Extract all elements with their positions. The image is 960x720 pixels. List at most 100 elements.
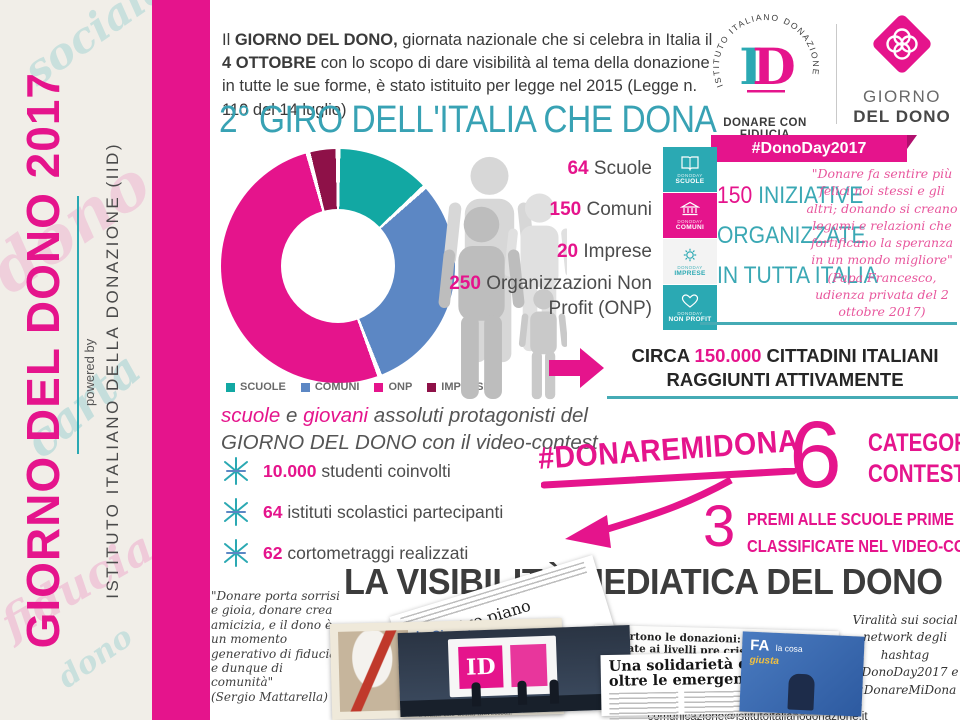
iid-logo: ISTITUTO ITALIANO DONAZIONE I D — [711, 12, 820, 96]
premi-labels: PREMI ALLE SCUOLE PRIME CLASSIFICATE NEL… — [747, 506, 960, 560]
legend-swatch — [427, 382, 437, 392]
legend-item: SCUOLE — [226, 381, 286, 393]
mattarella-quote: "Donare porta sorrisi e gioia, donare cr… — [211, 589, 341, 704]
contest-stat-text: 64 istituti scolastici partecipanti — [263, 502, 503, 523]
contest-stat-text: 62 cortometraggi realizzati — [263, 543, 468, 564]
event-vertical-title: GIORNO DEL DONO 2017 — [16, 10, 70, 710]
media-section-title: LA VISIBILITÀ MEDIATICA DEL DONO — [344, 561, 943, 602]
iniziative-line: ORGANIZZATE — [717, 222, 866, 250]
person-silhouette — [517, 680, 528, 705]
protagonists-text: assoluti protagonisti del — [368, 404, 588, 427]
premi-number: 3 — [703, 494, 736, 559]
iniziative-text: INIZIATIVE — [752, 182, 864, 209]
protagonists-statement: scuole e giovani assoluti protagonisti d… — [221, 402, 601, 456]
contest-stat-text: 10.000 studenti coinvolti — [263, 461, 451, 482]
reach-statement: CIRCA 150.000 CITTADINI ITALIANI RAGGIUN… — [612, 344, 958, 392]
stat-number: 250 — [449, 273, 481, 294]
swoosh-arrow-icon — [541, 468, 796, 548]
stat-label: Imprese — [583, 241, 652, 262]
contest-stat-row: 64 istituti scolastici partecipanti — [222, 498, 503, 526]
categorie-number: 6 — [789, 402, 842, 508]
tv-id-logo: ID — [458, 645, 504, 689]
stat-label: Comuni — [586, 199, 652, 220]
stat-number: 20 — [556, 241, 579, 262]
legend-label: SCUOLE — [240, 381, 286, 393]
knot-diamond-icon — [873, 15, 931, 73]
badge-donoday-scuole: DONODAY SCUOLE — [663, 147, 717, 192]
contest-stat-row: 62 cortometraggi realizzati — [222, 539, 468, 567]
badge-top-label: DONODAY — [677, 218, 703, 224]
iid-monogram-d: D — [752, 37, 795, 96]
badge-donoday-comuni: DONODAY COMUNI — [663, 193, 717, 238]
person-silhouette — [787, 673, 815, 711]
reach-line2: RAGGIUNTI ATTIVAMENTE — [666, 369, 904, 391]
contest-stat-number: 62 — [263, 542, 283, 563]
reach-number: 150.000 — [694, 345, 762, 366]
premi-line2: CLASSIFICATE NEL VIDEO-CONTEST — [747, 536, 960, 557]
badge-label: COMUNI — [675, 223, 705, 231]
tv-show-title: la cosa — [775, 642, 803, 654]
legend-item: COMUNI — [300, 381, 360, 393]
highlight-word: scuole — [221, 404, 281, 427]
clipping-tv-studio-photo: ID — [397, 624, 633, 718]
iid-underline — [747, 90, 785, 93]
categorie-labels: CATEGORIE CONTEST — [868, 428, 960, 491]
iniziative-line: 150 INIZIATIVE — [717, 176, 878, 216]
stat-onp: 250 Organizzazioni Non Profit (ONP) — [414, 272, 652, 321]
reach-text: CIRCA — [631, 345, 695, 366]
powered-by-label: powered by — [82, 338, 97, 406]
iniziative-block: 150 INIZIATIVE ORGANIZZATE IN TUTTA ITAL… — [717, 176, 878, 296]
stat-imprese: 20 Imprese — [557, 240, 652, 265]
banner-fold-decoration — [907, 135, 917, 149]
tv-show-title: FA — [749, 636, 770, 655]
pope-quote: "Donare fa sentire più felici noi stessi… — [806, 165, 958, 320]
iniziative-number: 150 — [717, 182, 753, 209]
stat-label: Organizzazioni Non Profit (ONP) — [486, 273, 652, 319]
mattarella-quote-attribution: (Sergio Mattarella) — [211, 689, 328, 704]
protagonists-text: e — [280, 404, 304, 427]
magenta-accent-bar — [152, 0, 210, 720]
star-bullet-icon — [224, 498, 248, 526]
stat-number: 150 — [549, 199, 582, 220]
person-silhouette — [471, 682, 482, 707]
badge-donoday-imprese: DONODAY IMPRESE — [663, 239, 717, 284]
left-sidebar: sociale dono carta fiducia dono GIORNO D… — [0, 0, 152, 720]
donut-chart — [221, 149, 455, 383]
text-lines-decoration — [609, 692, 679, 720]
organization-vertical-label: ISTITUTO ITALIANO DELLA DONAZIONE (IID) — [103, 45, 123, 695]
pope-quote-text: "Donare fa sentire più felici noi stessi… — [806, 166, 958, 268]
badge-top-label: DONODAY — [677, 310, 703, 316]
reach-text: CITTADINI ITALIANI — [761, 345, 939, 366]
page-title: 2° GIRO DELL'ITALIA CHE DONA — [219, 99, 717, 141]
star-bullet-icon — [224, 457, 248, 485]
badge-label: SCUOLE — [675, 177, 705, 185]
tv-show-title: giusta — [749, 654, 780, 667]
protagonists-line2: GIORNO DEL DONO con il video-contest — [221, 431, 598, 455]
intro-bold: 4 OTTOBRE — [222, 53, 317, 72]
gear-icon — [683, 248, 697, 261]
logo-divider — [836, 24, 837, 124]
heart-icon — [681, 293, 699, 308]
iniziative-line: IN TUTTA ITALIA — [717, 262, 878, 290]
protagonists-line1: scuole e giovani assoluti protagonisti d… — [221, 402, 601, 429]
event-vertical-title-text: GIORNO DEL DONO 2017 — [17, 71, 69, 649]
teal-rule — [607, 396, 958, 399]
sidebar-divider-line — [77, 196, 79, 454]
badge-top-label: DONODAY — [677, 264, 703, 270]
gdd-name-line2: DEL DONO — [853, 107, 951, 126]
right-arrow-icon — [549, 348, 604, 388]
reach-line1: CIRCA 150.000 CITTADINI ITALIANI — [612, 344, 958, 368]
clipping-fa-la-cosa-giusta: FA la cosa giusta — [739, 631, 865, 717]
intro-text: Il — [222, 30, 235, 49]
highlight-word: giovani — [303, 404, 369, 427]
mattarella-quote-text: "Donare porta sorrisi e gioia, donare cr… — [211, 589, 341, 690]
categorie-line1: CATEGORIE — [868, 429, 960, 457]
legend-item: ONP — [374, 381, 412, 393]
badge-label: IMPRESE — [674, 269, 706, 277]
legend-label: COMUNI — [314, 381, 360, 393]
book-icon — [681, 155, 699, 171]
giorno-del-dono-logo: GIORNO DEL DONO — [846, 12, 958, 127]
donoday-badges: DONODAY SCUOLE DONODAY COMUNI DONODAY IM… — [663, 147, 717, 331]
stat-comuni: 150 Comuni — [550, 198, 652, 223]
